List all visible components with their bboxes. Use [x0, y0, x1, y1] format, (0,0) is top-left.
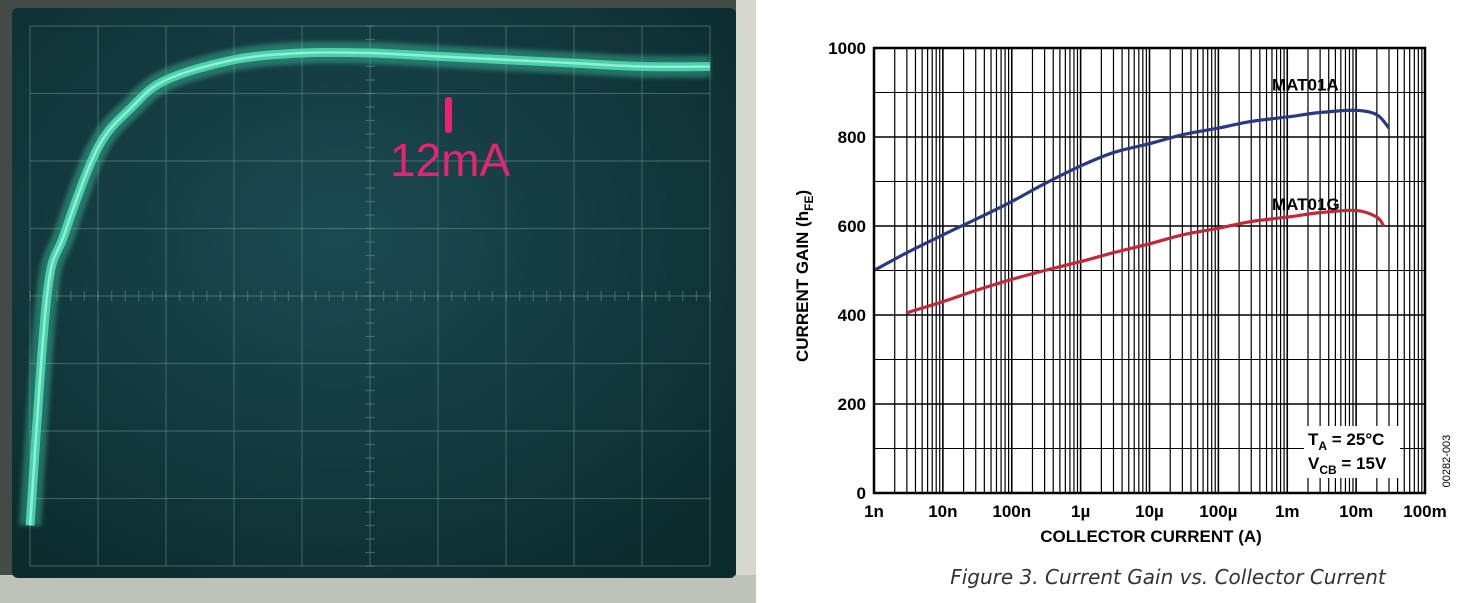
x-tick-labels: 1n 10n 100n 1µ 10µ 100µ 1m 10m 100m [864, 502, 1447, 521]
chart-grid [873, 47, 1425, 494]
y-axis-title-sub: FE [802, 196, 816, 211]
scope-screen [12, 8, 736, 578]
series-label-mat01g: MAT01G [1272, 195, 1340, 214]
y-axis-title-main: CURRENT GAIN (h [793, 211, 812, 362]
scope-trace [19, 41, 711, 527]
x-tick-label: 1m [1275, 502, 1300, 521]
bezel-edge [736, 0, 756, 603]
datasheet-figure: 1n 10n 100n 1µ 10µ 100µ 1m 10m 100m 0 200 400 600 80… [756, 0, 1470, 603]
trace-core [28, 51, 711, 526]
y-tick-label: 1000 [828, 39, 866, 58]
x-tick-label: 1n [864, 502, 884, 521]
conditions-box [1304, 426, 1400, 478]
x-tick-label: 100n [992, 502, 1031, 521]
current-marker-label: 12mA [390, 134, 510, 186]
series-labels: MAT01A MAT01G [1272, 76, 1340, 214]
x-tick-label: 100m [1403, 502, 1446, 521]
y-tick-label: 800 [838, 128, 866, 147]
figure-id: 00282-003 [1441, 435, 1453, 488]
series-label-mat01a: MAT01A [1272, 76, 1339, 95]
oscilloscope-photo: 12mA [0, 0, 756, 603]
x-tick-label: 10m [1339, 502, 1373, 521]
condition-voltage: VCB = 15V [1308, 454, 1387, 477]
y-tick-label: 600 [838, 217, 866, 236]
figure-caption: Figure 3. Current Gain vs. Collector Cur… [950, 565, 1387, 589]
y-axis-title-end: ) [793, 190, 812, 196]
y-tick-labels: 0 200 400 600 800 1000 [828, 39, 866, 503]
chart-series [873, 108, 1391, 315]
series-line-mat01g [906, 208, 1385, 315]
x-tick-label: 10µ [1135, 502, 1164, 521]
y-axis-title: CURRENT GAIN (hFE) [793, 190, 816, 362]
y-tick-label: 400 [838, 306, 866, 325]
series-line-mat01a [873, 108, 1391, 272]
condition-temperature: TA = 25°C [1308, 430, 1384, 453]
scope-graticule [29, 25, 711, 567]
x-tick-label: 1µ [1071, 502, 1090, 521]
x-axis-title: COLLECTOR CURRENT (A) [1040, 527, 1262, 546]
y-tick-label: 200 [838, 395, 866, 414]
plot-frame [872, 46, 1427, 495]
x-tick-label: 100µ [1199, 502, 1237, 521]
x-tick-label: 10n [928, 502, 957, 521]
y-tick-label: 0 [857, 484, 866, 503]
bezel-bottom [0, 575, 756, 603]
current-marker [445, 97, 452, 133]
